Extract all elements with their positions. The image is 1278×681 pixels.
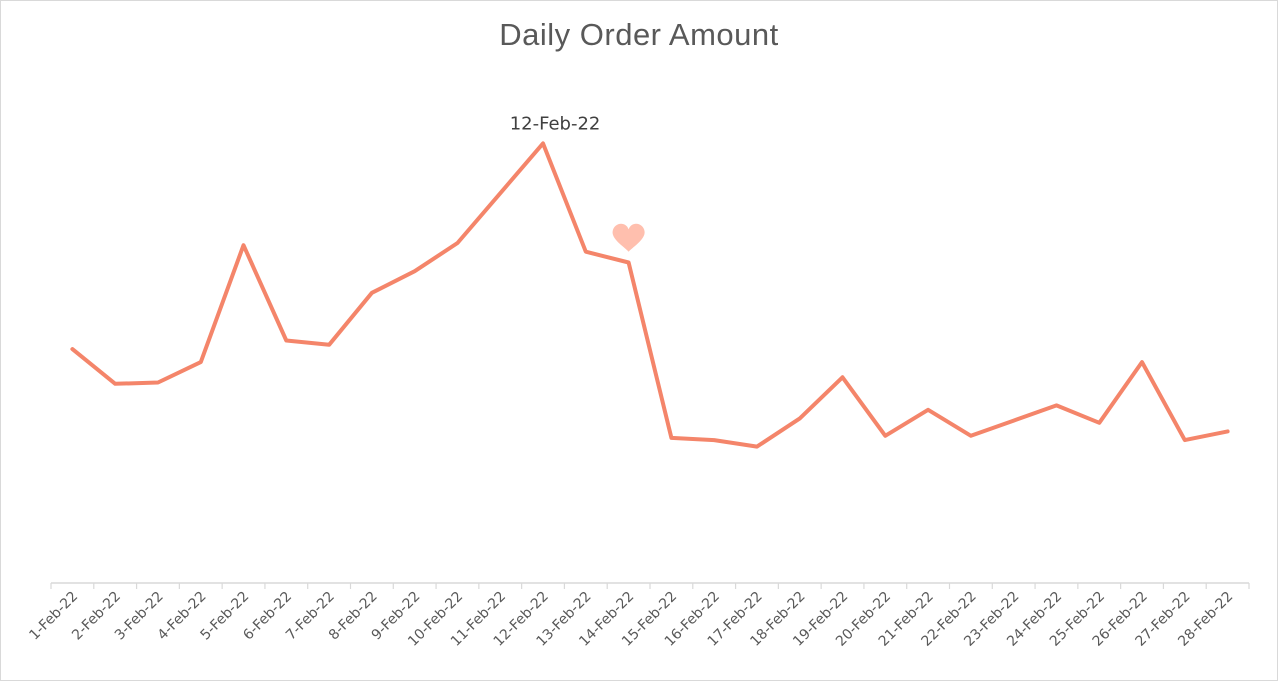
series-line — [70, 141, 1230, 449]
chart-title: Daily Order Amount — [499, 17, 779, 52]
heart-icon — [612, 223, 645, 252]
peak-annotation: 12-Feb-22 — [510, 113, 601, 134]
